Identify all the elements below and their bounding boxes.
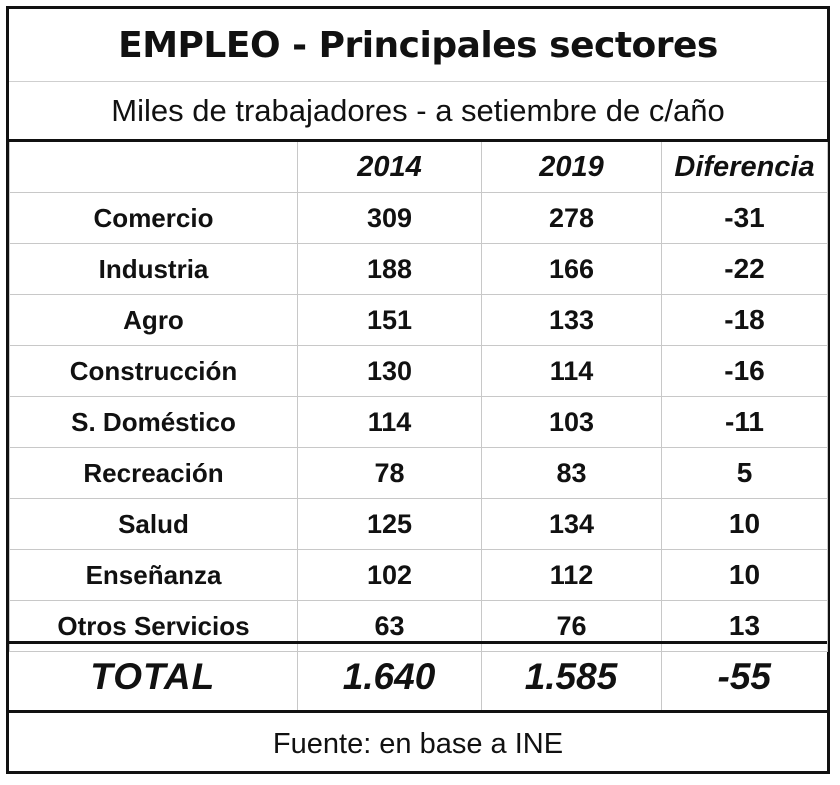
header-row: 2014 2019 Diferencia xyxy=(9,140,828,193)
table-row: Comercio 309 278 -31 xyxy=(9,192,828,244)
table-row: Industria 188 166 -22 xyxy=(9,243,828,295)
diferencia-cell: -11 xyxy=(661,396,828,448)
value-2019-cell: 278 xyxy=(481,192,662,244)
diferencia-cell: 10 xyxy=(661,549,828,601)
value-2014-cell: 309 xyxy=(297,192,482,244)
sector-cell: Salud xyxy=(9,498,298,550)
diferencia-cell: 5 xyxy=(661,447,828,499)
source-note: Fuente: en base a INE xyxy=(272,727,564,760)
value-2014-cell: 114 xyxy=(297,396,482,448)
table-row: Enseñanza 102 112 10 xyxy=(9,549,828,601)
total-2019: 1.585 xyxy=(480,642,661,712)
table-row: Recreación 78 83 5 xyxy=(9,447,828,499)
value-2014-cell: 102 xyxy=(297,549,482,601)
sector-cell: Enseñanza xyxy=(9,549,298,601)
total-row: TOTAL 1.640 1.585 -55 xyxy=(9,642,827,712)
sector-cell: Comercio xyxy=(9,192,298,244)
employment-table-sheet: EMPLEO - Principales sectores Miles de t… xyxy=(6,6,830,774)
value-2014-cell: 130 xyxy=(297,345,482,397)
total-diferencia: -55 xyxy=(660,642,827,712)
table-row: Construcción 130 114 -16 xyxy=(9,345,828,397)
header-cell-diferencia: Diferencia xyxy=(661,140,828,193)
diferencia-cell: -22 xyxy=(661,243,828,295)
diferencia-cell: -18 xyxy=(661,294,828,346)
sector-cell: Construcción xyxy=(9,345,298,397)
total-label: TOTAL xyxy=(90,656,216,697)
value-2014-cell: 188 xyxy=(297,243,482,295)
header-cell-2014: 2014 xyxy=(297,140,482,193)
value-2019-cell: 83 xyxy=(481,447,662,499)
table-subtitle: Miles de trabajadores - a setiembre de c… xyxy=(9,81,827,140)
value-2019-cell: 166 xyxy=(481,243,662,295)
total-2014: 1.640 xyxy=(296,642,481,712)
diferencia-cell: -16 xyxy=(661,345,828,397)
sector-cell: Industria xyxy=(9,243,298,295)
value-2014-cell: 78 xyxy=(297,447,482,499)
value-2019-cell: 112 xyxy=(481,549,662,601)
header-cell-2019: 2019 xyxy=(481,140,662,193)
diferencia-cell: 10 xyxy=(661,498,828,550)
table-row: S. Doméstico 114 103 -11 xyxy=(9,396,828,448)
table-row: Salud 125 134 10 xyxy=(9,498,828,550)
value-2014-cell: 125 xyxy=(297,498,482,550)
table-row: Agro 151 133 -18 xyxy=(9,294,828,346)
value-2019-cell: 114 xyxy=(481,345,662,397)
sector-cell: Agro xyxy=(9,294,298,346)
total-row-table: TOTAL 1.640 1.585 -55 xyxy=(9,641,827,713)
data-table: 2014 2019 Diferencia Comercio 309 278 -31 In… xyxy=(9,139,828,652)
header-cell-sector xyxy=(9,140,298,193)
value-2019-cell: 103 xyxy=(481,396,662,448)
value-2014-cell: 151 xyxy=(297,294,482,346)
diferencia-cell: -31 xyxy=(661,192,828,244)
table-title: EMPLEO - Principales sectores xyxy=(118,24,718,66)
sector-cell: Recreación xyxy=(9,447,298,499)
value-2019-cell: 134 xyxy=(481,498,662,550)
sector-cell: S. Doméstico xyxy=(9,396,298,448)
value-2019-cell: 133 xyxy=(481,294,662,346)
